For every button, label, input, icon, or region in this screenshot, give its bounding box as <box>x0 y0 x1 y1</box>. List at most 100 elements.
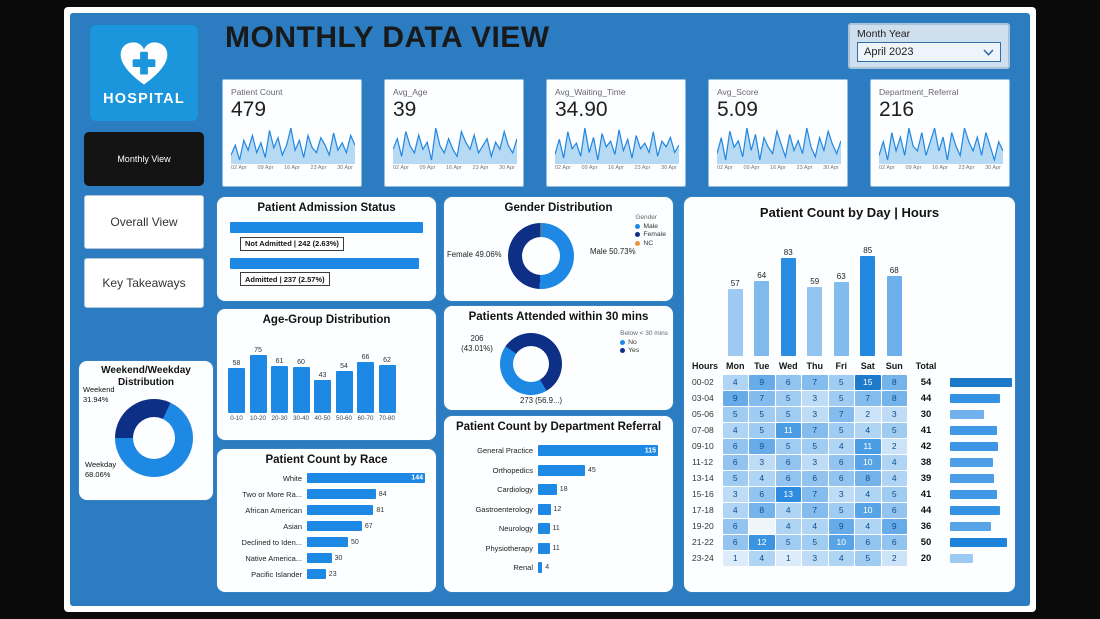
heatmap-cell[interactable]: 9 <box>749 438 775 454</box>
heatmap-cell[interactable]: 3 <box>802 454 828 470</box>
kpi-card-patient-count[interactable]: Patient Count 479 02 Apr 09 Apr 16 Apr 23 Apr… <box>222 79 362 187</box>
heatmap-cell[interactable]: 5 <box>775 438 801 454</box>
legend-item[interactable]: NC <box>635 240 666 247</box>
heatmap-cell[interactable]: 4 <box>881 454 907 470</box>
kpi-card-avg-age[interactable]: Avg_Age 39 02 Apr 09 Apr 16 Apr 23 Apr 30 Apr <box>384 79 524 187</box>
total-bar[interactable] <box>949 553 973 563</box>
day-bar[interactable] <box>754 280 770 356</box>
age-bar[interactable] <box>357 362 374 413</box>
gender-donut[interactable] <box>508 223 574 289</box>
heatmap-cell[interactable]: 3 <box>749 454 775 470</box>
heatmap-cell[interactable]: 10 <box>828 534 854 550</box>
race-bar[interactable] <box>307 505 374 515</box>
heatmap-cell[interactable]: 1 <box>722 550 748 566</box>
kpi-card-department-referral[interactable]: Department_Referral 216 02 Apr 09 Apr 16 Apr… <box>870 79 1010 187</box>
race-bar[interactable] <box>307 521 362 531</box>
heatmap-cell[interactable]: 4 <box>722 422 748 438</box>
race-bar[interactable] <box>307 569 326 579</box>
heatmap-cell[interactable]: 7 <box>802 374 828 390</box>
total-bar[interactable] <box>949 377 1012 387</box>
day-bar[interactable] <box>780 258 796 356</box>
total-bar[interactable] <box>949 409 984 419</box>
heatmap-cell[interactable]: 6 <box>881 502 907 518</box>
weekend-weekday-donut[interactable] <box>115 399 193 477</box>
heatmap-cell[interactable]: 5 <box>722 406 748 422</box>
heatmap-cell[interactable]: 7 <box>855 390 881 406</box>
heatmap-cell[interactable]: 11 <box>855 438 881 454</box>
heatmap-cell[interactable]: 13 <box>775 486 801 502</box>
heatmap-cell[interactable]: 6 <box>722 518 748 534</box>
heatmap-cell[interactable]: 5 <box>749 422 775 438</box>
heatmap-cell[interactable]: 15 <box>855 374 881 390</box>
heatmap-cell[interactable]: 5 <box>802 534 828 550</box>
day-bar[interactable] <box>886 276 902 356</box>
heatmap-cell[interactable]: 4 <box>749 470 775 486</box>
heatmap-cell[interactable]: 12 <box>749 534 775 550</box>
heatmap-cell[interactable]: 6 <box>722 438 748 454</box>
total-bar[interactable] <box>949 473 995 483</box>
heatmap-cell[interactable]: 9 <box>722 390 748 406</box>
heatmap-cell[interactable]: 6 <box>802 470 828 486</box>
total-bar[interactable] <box>949 521 991 531</box>
heatmap-cell[interactable]: 6 <box>881 534 907 550</box>
heatmap-cell[interactable]: 4 <box>855 518 881 534</box>
heatmap-cell[interactable]: 4 <box>722 502 748 518</box>
heatmap-cell[interactable]: 6 <box>775 470 801 486</box>
heatmap-cell[interactable]: 6 <box>722 534 748 550</box>
age-bar[interactable] <box>228 368 245 413</box>
age-bar[interactable] <box>292 366 310 413</box>
heatmap-cell[interactable]: 5 <box>881 486 907 502</box>
kpi-card-avg-waiting-time[interactable]: Avg_Waiting_Time 34.90 02 Apr 09 Apr 16 Apr 2… <box>546 79 686 187</box>
day-bar[interactable] <box>807 286 823 356</box>
nav-button-monthly-view[interactable]: Monthly View <box>84 132 204 186</box>
heatmap-cell[interactable]: 5 <box>881 422 907 438</box>
heatmap-cell[interactable]: 6 <box>828 454 854 470</box>
heatmap-cell[interactable]: 2 <box>881 550 907 566</box>
nav-button-overall-view[interactable]: Overall View <box>84 195 204 249</box>
total-bar[interactable] <box>949 425 997 435</box>
heatmap-cell[interactable]: 1 <box>775 550 801 566</box>
admission-bar[interactable] <box>230 257 419 269</box>
age-bar[interactable] <box>249 355 267 413</box>
race-bar[interactable] <box>307 489 376 499</box>
race-bar[interactable] <box>307 537 348 547</box>
attended-donut[interactable] <box>500 333 562 395</box>
heatmap-cell[interactable]: 3 <box>802 550 828 566</box>
heatmap-cell[interactable]: 5 <box>722 470 748 486</box>
total-bar[interactable] <box>949 393 1000 403</box>
age-bar[interactable] <box>314 379 331 413</box>
heatmap-cell[interactable]: 5 <box>828 374 854 390</box>
heatmap-cell[interactable]: 3 <box>881 406 907 422</box>
heatmap-cell[interactable]: 4 <box>828 550 854 566</box>
total-bar[interactable] <box>949 537 1007 547</box>
nav-button-key-takeaways[interactable]: Key Takeaways <box>84 258 204 308</box>
admission-bar[interactable] <box>230 222 423 233</box>
department-bar[interactable] <box>538 562 543 574</box>
race-bar[interactable]: 144 <box>307 473 425 483</box>
heatmap-cell[interactable]: 10 <box>855 502 881 518</box>
age-bar[interactable] <box>271 365 288 413</box>
heatmap-cell[interactable]: 5 <box>828 502 854 518</box>
heatmap-cell[interactable]: 6 <box>828 470 854 486</box>
day-bar[interactable] <box>860 256 876 356</box>
heatmap-cell[interactable]: 5 <box>775 406 801 422</box>
heatmap-cell[interactable]: 2 <box>881 438 907 454</box>
kpi-card-avg-score[interactable]: Avg_Score 5.09 02 Apr 09 Apr 16 Apr 23 Apr 30 … <box>708 79 848 187</box>
heatmap-cell[interactable]: 4 <box>802 518 828 534</box>
heatmap-cell[interactable]: 4 <box>855 422 881 438</box>
heatmap-cell[interactable]: 7 <box>802 422 828 438</box>
race-bar[interactable] <box>307 553 332 563</box>
heatmap-cell[interactable]: 6 <box>855 534 881 550</box>
department-bar[interactable] <box>538 523 550 535</box>
heatmap-cell[interactable]: 3 <box>802 390 828 406</box>
heatmap-cell[interactable]: 10 <box>855 454 881 470</box>
heatmap-cell[interactable]: 5 <box>749 406 775 422</box>
heatmap-cell[interactable]: 7 <box>802 502 828 518</box>
day-bar[interactable] <box>727 288 743 356</box>
heatmap-cell[interactable]: 5 <box>828 422 854 438</box>
heatmap-cell[interactable]: 4 <box>828 438 854 454</box>
heatmap-cell[interactable]: 7 <box>749 390 775 406</box>
heatmap-cell[interactable]: 5 <box>775 390 801 406</box>
legend-item[interactable]: Yes <box>620 347 668 354</box>
total-bar[interactable] <box>949 441 998 451</box>
